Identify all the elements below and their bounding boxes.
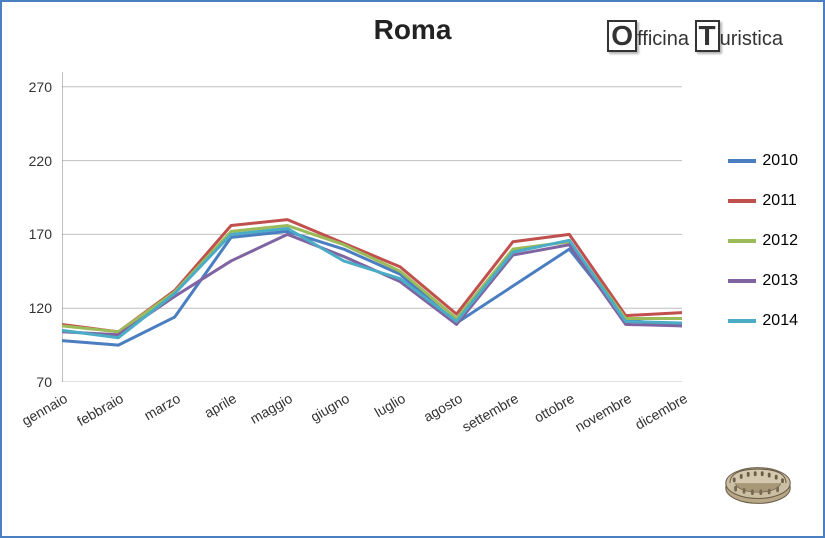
- legend-swatch: [728, 319, 756, 323]
- legend-item: 2014: [728, 312, 798, 330]
- y-tick-label: 120: [2, 300, 52, 316]
- brand-word-turistica: uristica: [720, 28, 783, 50]
- brand-initial-t: T: [695, 20, 720, 52]
- chart-title: Roma: [374, 14, 452, 46]
- chart-container: Roma Officina Turistica 70120170220270 g…: [0, 0, 825, 538]
- y-tick-label: 70: [2, 374, 52, 390]
- legend-label: 2011: [762, 192, 796, 210]
- brand-logo: Officina Turistica: [607, 20, 783, 52]
- brand-initial-o: O: [607, 20, 637, 52]
- legend-item: 2012: [728, 232, 798, 250]
- legend-label: 2012: [762, 232, 798, 250]
- colosseum-icon: [723, 456, 793, 506]
- legend-label: 2014: [762, 312, 798, 330]
- brand-word-officina: fficina: [637, 28, 689, 50]
- legend: 2010 2011 2012 2013 2014: [728, 152, 798, 352]
- y-tick-label: 170: [2, 226, 52, 242]
- legend-swatch: [728, 159, 756, 163]
- legend-swatch: [728, 279, 756, 283]
- legend-item: 2010: [728, 152, 798, 170]
- plot-area: [62, 72, 682, 382]
- legend-item: 2011: [728, 192, 798, 210]
- legend-swatch: [728, 239, 756, 243]
- legend-item: 2013: [728, 272, 798, 290]
- y-tick-label: 220: [2, 153, 52, 169]
- y-tick-label: 270: [2, 79, 52, 95]
- legend-swatch: [728, 199, 756, 203]
- legend-label: 2013: [762, 272, 798, 290]
- legend-label: 2010: [762, 152, 798, 170]
